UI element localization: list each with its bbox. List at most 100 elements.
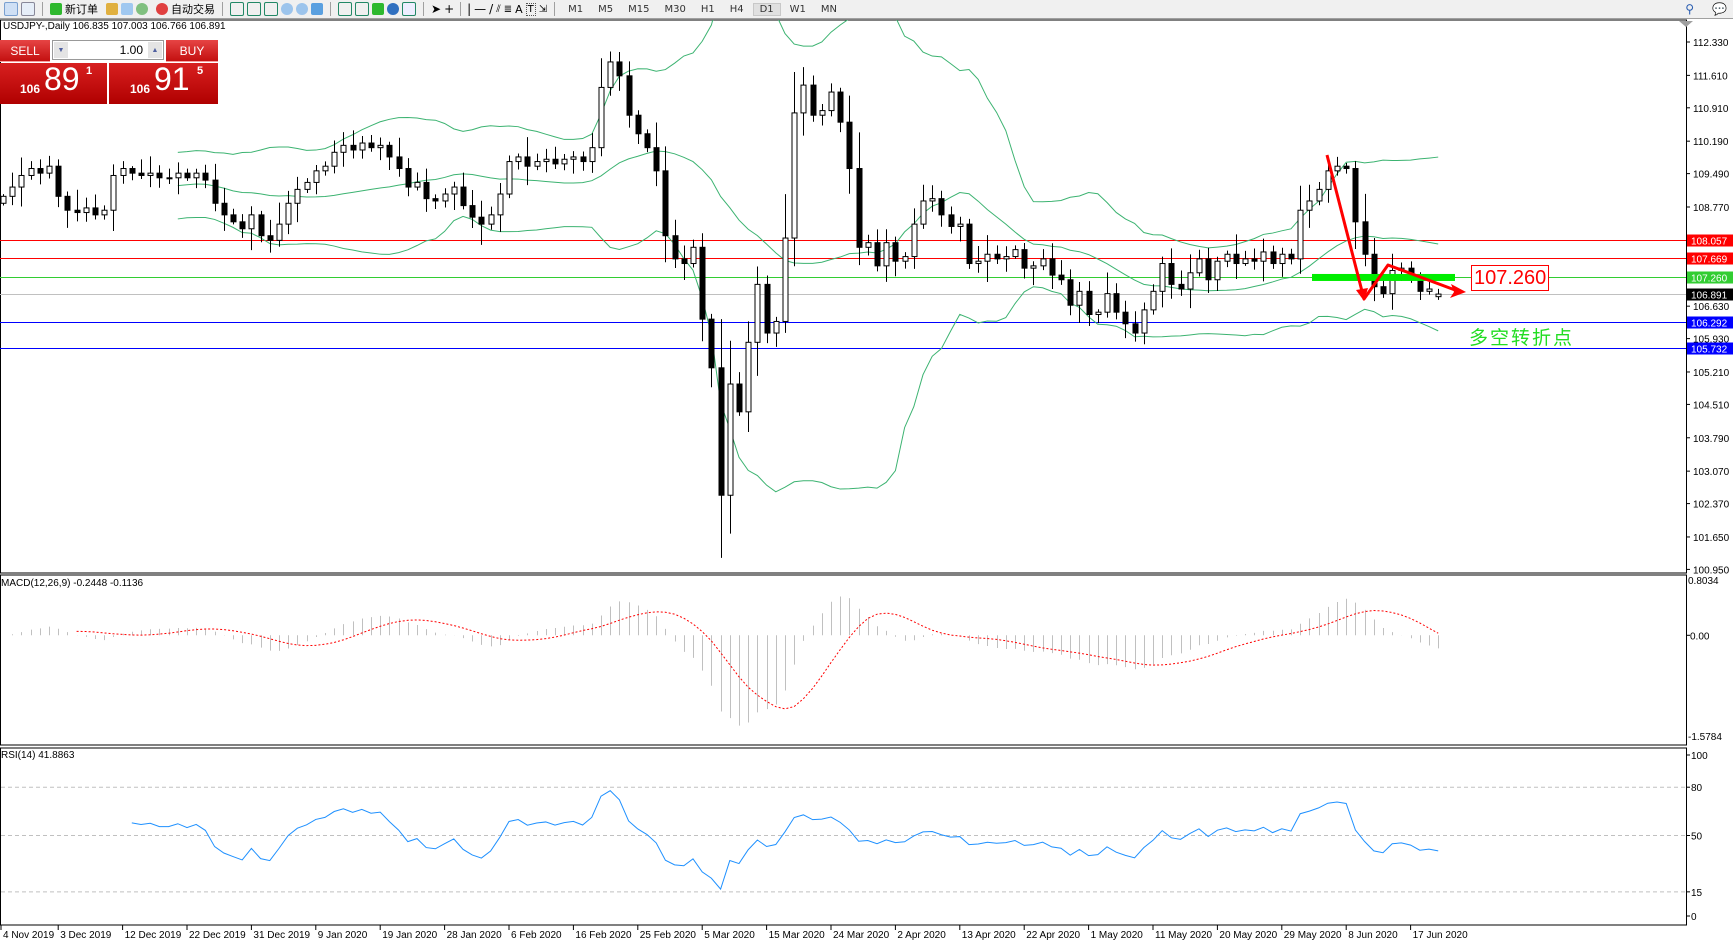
turning-point-annotation[interactable]: 多空转折点: [1469, 327, 1575, 349]
bullish-candle: [607, 61, 614, 88]
bullish-candle: [902, 256, 909, 262]
bearish-candle: [1251, 258, 1258, 262]
bullish-candle: [1104, 293, 1111, 313]
bearish-candle: [212, 179, 219, 204]
bullish-candle: [773, 320, 780, 334]
buy-button[interactable]: BUY: [166, 40, 218, 62]
equidistant-channel-icon[interactable]: ⫽: [496, 3, 501, 15]
new-order-label: 新订单: [65, 3, 98, 16]
bullish-candle: [120, 168, 127, 176]
bullish-candle: [1076, 290, 1083, 306]
zoom-out-icon[interactable]: [296, 3, 308, 15]
bullish-candle: [515, 156, 522, 163]
bearish-candle: [1343, 165, 1350, 170]
templates-icon[interactable]: [402, 2, 416, 16]
text-label-icon[interactable]: T: [525, 2, 536, 16]
trendline-icon[interactable]: /: [489, 2, 494, 16]
zoom-window-icon[interactable]: [21, 2, 35, 16]
tile-windows-icon[interactable]: [311, 3, 323, 15]
lot-decrease-button[interactable]: ▼: [54, 42, 68, 58]
timeframe-mn[interactable]: MN: [820, 3, 838, 15]
bar-chart-icon[interactable]: [230, 2, 244, 16]
trend-arrow-line: [1325, 154, 1456, 301]
zoom-in-icon[interactable]: [281, 3, 293, 15]
price-tick-label: 110.190: [1693, 137, 1729, 148]
bullish-candle: [791, 112, 798, 239]
bullish-candle: [957, 223, 964, 227]
sell-price-box[interactable]: 106 89 1: [0, 61, 107, 104]
timeframe-w1[interactable]: W1: [789, 3, 806, 15]
level-price-badge: [1687, 288, 1733, 301]
toolbar-separator: [554, 2, 556, 16]
bullish-candle: [414, 181, 421, 188]
bearish-candle: [368, 142, 375, 149]
bearish-candle: [1270, 251, 1277, 265]
bullish-candle: [285, 202, 292, 225]
bullish-candle: [1435, 293, 1442, 298]
horizontal-line-icon[interactable]: —: [474, 2, 487, 16]
bullish-candle: [800, 84, 807, 114]
timeframe-m30[interactable]: M30: [664, 3, 686, 15]
bearish-candle: [1380, 286, 1387, 295]
arrows-icon[interactable]: ⇲: [538, 3, 548, 15]
timeframe-d1[interactable]: D1: [752, 2, 781, 16]
cursor-icon[interactable]: ➤: [431, 2, 442, 16]
text-icon[interactable]: A: [515, 2, 523, 16]
timeframe-h1[interactable]: H1: [700, 3, 715, 15]
timeframe-group: M1 M5 M15 M30 H1 H4 D1 W1 MN: [558, 1, 847, 17]
fibonacci-icon[interactable]: ≣: [503, 3, 513, 15]
market-watch-icon[interactable]: [106, 3, 118, 15]
bearish-candle: [74, 209, 81, 214]
crosshair-icon[interactable]: +: [444, 2, 455, 16]
timeframe-h4[interactable]: H4: [729, 3, 744, 15]
timeframe-m1[interactable]: M1: [568, 3, 584, 15]
chart-window[interactable]: 112.330 111.610 110.910 110.190 109.490 108.7…: [0, 19, 1733, 945]
chat-icon[interactable]: 💬: [1712, 2, 1727, 16]
lot-increase-button[interactable]: ▲: [148, 42, 162, 58]
bullish-candle: [488, 214, 495, 225]
date-label: 22 Dec 2019: [189, 930, 246, 941]
indicators-icon[interactable]: [372, 3, 384, 15]
chart-shift-icon[interactable]: [338, 2, 352, 16]
bearish-candle: [460, 186, 467, 207]
auto-trading-button[interactable]: 自动交易: [152, 1, 219, 17]
vertical-line-icon[interactable]: |: [467, 2, 472, 16]
sell-price-pips: 89: [44, 61, 80, 97]
bullish-candle: [1334, 165, 1341, 172]
buy-price-box[interactable]: 106 91 5: [109, 61, 218, 104]
macd-histogram: [12, 596, 1439, 726]
price-tick-label: 106.630: [1693, 302, 1730, 313]
bearish-candle: [938, 198, 945, 216]
bullish-candle: [1260, 251, 1267, 262]
signal-icon[interactable]: [136, 3, 148, 15]
line-chart-icon[interactable]: [264, 2, 278, 16]
navigator-icon[interactable]: [121, 3, 133, 15]
support-resistance-zone: [1312, 273, 1455, 281]
timeframe-m15[interactable]: M15: [628, 3, 650, 15]
price-tick-label: 102.370: [1693, 500, 1730, 511]
timeframe-m5[interactable]: M5: [598, 3, 614, 15]
autoscroll-icon[interactable]: [355, 2, 369, 16]
candlestick-icon[interactable]: [247, 2, 261, 16]
bearish-candle: [1168, 263, 1175, 285]
new-order-button[interactable]: 新订单: [46, 1, 102, 17]
bearish-candle: [239, 221, 246, 230]
bearish-candle: [64, 195, 71, 211]
level-annotation-label[interactable]: 107.260: [1471, 265, 1550, 291]
bullish-candle: [322, 165, 329, 172]
date-label: 5 Mar 2020: [704, 930, 755, 941]
toolbar-separator: [330, 2, 331, 16]
bullish-candle: [101, 209, 108, 216]
bearish-candle: [1233, 253, 1240, 265]
window-icon[interactable]: [4, 2, 18, 16]
bollinger-lower-band: [177, 215, 1439, 493]
periods-icon[interactable]: [387, 3, 399, 15]
rsi-line: [131, 790, 1439, 891]
bullish-candle: [46, 165, 53, 174]
sell-button[interactable]: SELL: [0, 40, 50, 62]
bullish-candle: [1159, 263, 1166, 292]
lot-size-input[interactable]: ▼ 1.00 ▲: [52, 40, 164, 60]
one-click-trading-panel: SELL ▼ 1.00 ▲ BUY 106 89 1 106 91 5: [0, 40, 218, 104]
macd-signal-line: [76, 610, 1439, 710]
search-icon[interactable]: ⚲: [1685, 2, 1695, 16]
